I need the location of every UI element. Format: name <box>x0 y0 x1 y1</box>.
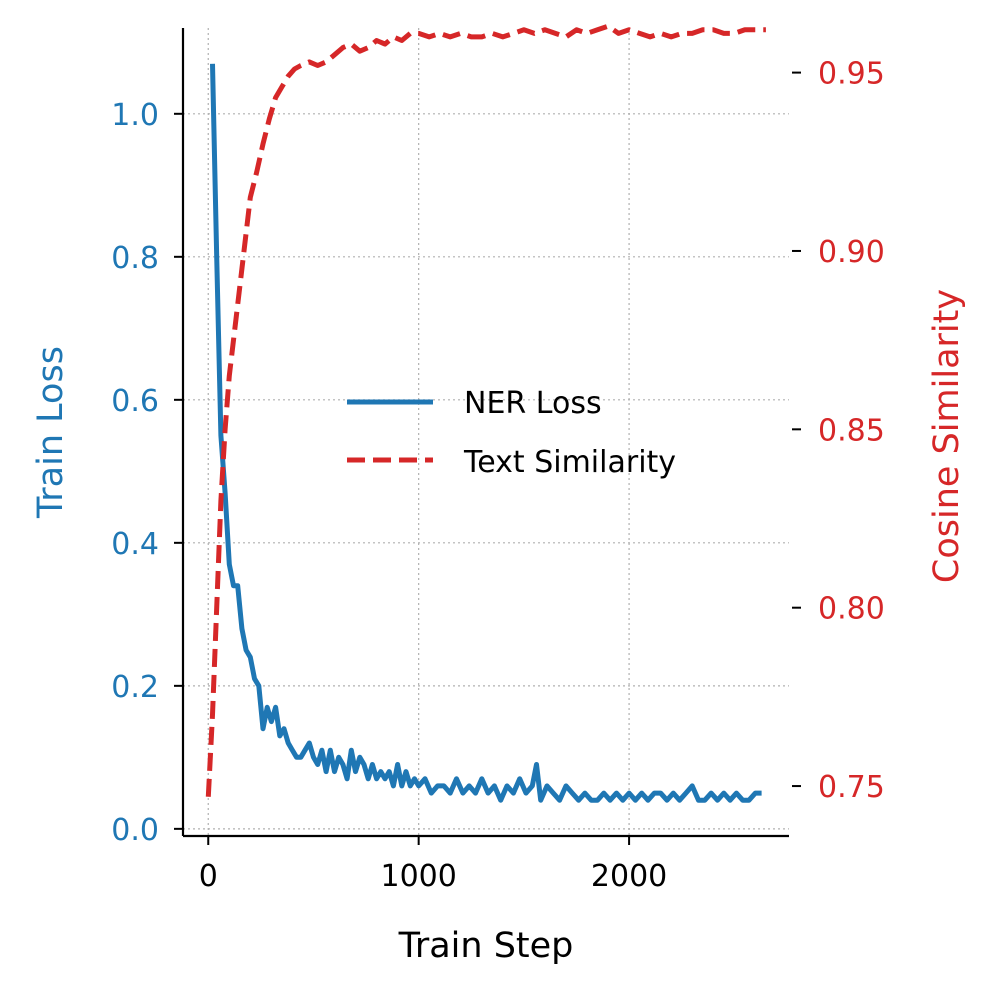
right-y-tick-label-1: 0.80 <box>818 592 885 627</box>
legend-label-text-similarity: Text Similarity <box>463 445 676 480</box>
right-y-tick-label-3: 0.90 <box>818 235 885 270</box>
x-tick-label-0: 0 <box>199 859 218 894</box>
left-y-tick-label-4: 0.8 <box>111 241 159 276</box>
x-tick-label-2: 2000 <box>591 859 667 894</box>
x-tick-label-1: 1000 <box>380 859 456 894</box>
right-y-axis-label: Cosine Similarity <box>927 289 967 583</box>
series-line-ner-loss <box>210 63 762 803</box>
left-y-axis-ticks: 0.0 0.2 0.4 0.6 0.8 1.0 <box>111 98 183 848</box>
x-axis-ticks: 0 1000 2000 <box>199 836 667 894</box>
right-y-tick-label-0: 0.75 <box>818 770 885 805</box>
left-y-axis-label: Train Loss <box>31 346 71 519</box>
right-y-tick-label-2: 0.85 <box>818 413 885 448</box>
series-lines <box>205 23 766 803</box>
right-y-axis-ticks: 0.75 0.80 0.85 0.90 0.95 <box>792 57 885 805</box>
left-y-tick-label-0: 0.0 <box>111 813 159 848</box>
x-axis-label: Train Step <box>398 926 574 966</box>
left-y-tick-label-3: 0.6 <box>111 384 159 419</box>
left-y-tick-label-2: 0.4 <box>111 527 159 562</box>
axes <box>181 28 789 838</box>
right-y-tick-label-4: 0.95 <box>818 57 885 92</box>
legend-label-ner-loss: NER Loss <box>464 386 602 421</box>
grid-lines <box>183 28 789 836</box>
series-line-text-similarity <box>205 23 766 797</box>
legend: NER Loss Text Similarity <box>347 386 676 480</box>
left-y-tick-label-1: 0.2 <box>111 670 159 705</box>
left-y-tick-label-5: 1.0 <box>111 98 159 133</box>
